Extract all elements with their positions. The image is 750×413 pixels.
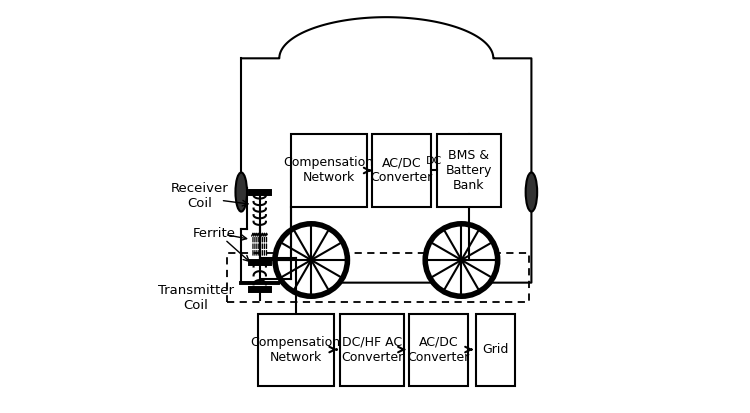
Text: Compensation
Network: Compensation Network (284, 157, 374, 185)
Bar (476, 313, 515, 386)
Bar (290, 135, 367, 206)
Polygon shape (242, 17, 532, 282)
Bar (340, 313, 404, 386)
Circle shape (309, 258, 314, 262)
Text: Grid: Grid (482, 343, 508, 356)
Bar (372, 135, 431, 206)
Text: DC/HF AC
Converter: DC/HF AC Converter (340, 335, 403, 363)
Circle shape (460, 258, 464, 262)
Circle shape (275, 224, 347, 296)
Ellipse shape (236, 173, 247, 211)
Circle shape (425, 224, 498, 296)
Text: Compensation
Network: Compensation Network (251, 335, 340, 363)
Text: AC/DC
Converter: AC/DC Converter (370, 157, 433, 185)
Bar (226, 253, 530, 302)
Bar (409, 313, 469, 386)
Text: DC: DC (426, 156, 442, 166)
Text: Receiver
Coil: Receiver Coil (171, 182, 229, 210)
Text: AC/DC
Converter: AC/DC Converter (407, 335, 470, 363)
Ellipse shape (526, 173, 537, 211)
Text: BMS &
Battery
Bank: BMS & Battery Bank (446, 149, 492, 192)
Bar (436, 135, 500, 206)
Text: Ferrite: Ferrite (193, 227, 236, 240)
Text: Transmitter
Coil: Transmitter Coil (158, 284, 234, 312)
Bar (258, 313, 334, 386)
